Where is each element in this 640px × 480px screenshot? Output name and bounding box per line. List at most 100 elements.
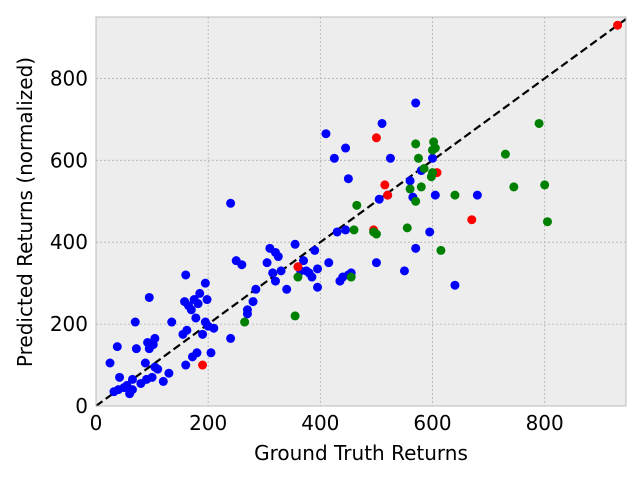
scatter-point [200, 278, 210, 288]
scatter-point [383, 190, 393, 200]
scatter-point [313, 282, 323, 292]
scatter-point [262, 258, 272, 268]
scatter-point [419, 164, 429, 174]
scatter-point [542, 217, 552, 227]
scatter-point [402, 223, 412, 233]
scatter-point [310, 245, 320, 255]
x-tick-label: 600 [413, 411, 451, 435]
scatter-point [226, 198, 236, 208]
x-tick-labels: 0 200 400 600 800 [90, 411, 564, 435]
x-tick-label: 0 [90, 411, 103, 435]
scatter-point [411, 139, 421, 149]
scatter-point [158, 376, 168, 386]
scatter-point [127, 374, 137, 384]
scatter-point [405, 184, 415, 194]
scatter-point [341, 143, 351, 153]
scatter-point [346, 272, 356, 282]
scatter-point [343, 174, 353, 184]
scatter-point [127, 385, 137, 395]
scatter-point [198, 360, 208, 370]
scatter-point [377, 118, 387, 128]
scatter-point [130, 317, 140, 327]
scatter-point [131, 344, 141, 354]
scatter-point [371, 229, 381, 239]
y-tick-label: 800 [50, 66, 88, 90]
y-tick-label: 600 [50, 148, 88, 172]
scatter-point [112, 342, 122, 352]
y-axis-title: Predicted Returns (normalized) [13, 57, 37, 367]
scatter-point [293, 262, 303, 272]
data-points [105, 20, 623, 399]
scatter-point [341, 225, 351, 235]
scatter-point [192, 348, 202, 358]
scatter-point [144, 292, 154, 302]
identity-reference-line [95, 18, 627, 407]
scatter-point [467, 215, 477, 225]
scatter-point [371, 133, 381, 143]
scatter-point [186, 305, 196, 315]
scatter-point [290, 311, 300, 321]
x-axis-title: Ground Truth Returns [254, 441, 468, 465]
scatter-point [164, 368, 174, 378]
scatter-point [430, 143, 440, 153]
scatter-point [299, 256, 309, 266]
scatter-point [324, 258, 334, 268]
scatter-point [242, 309, 252, 319]
scatter-point [140, 358, 150, 368]
scatter-point [195, 288, 205, 298]
scatter-point [329, 153, 339, 163]
y-tick-label: 400 [50, 230, 88, 254]
scatter-point [202, 295, 212, 305]
scatter-point [321, 129, 331, 139]
scatter-point [248, 297, 258, 307]
y-tick-label: 200 [50, 312, 88, 336]
scatter-point [240, 317, 250, 327]
scatter-point [181, 360, 191, 370]
scatter-point [150, 333, 160, 343]
scatter-point [115, 372, 125, 382]
scatter-point [413, 153, 423, 163]
x-tick-label: 200 [189, 411, 227, 435]
scatter-point [472, 190, 482, 200]
scatter-point [251, 284, 261, 294]
scatter-point [450, 190, 460, 200]
scatter-point [428, 153, 438, 163]
scatter-point [416, 182, 426, 192]
scatter-point [352, 200, 362, 210]
scatter-point [209, 323, 219, 333]
scatter-point [613, 20, 623, 30]
scatter-point [290, 239, 300, 249]
y-tick-labels: 0 200 400 600 800 [50, 66, 88, 418]
scatter-point [293, 272, 303, 282]
scatter-point [206, 348, 216, 358]
scatter-point [226, 333, 236, 343]
x-tick-label: 400 [301, 411, 339, 435]
scatter-point [193, 299, 203, 309]
scatter-point [399, 266, 409, 276]
scatter-point [276, 266, 286, 276]
scatter-point [307, 272, 317, 282]
plot-frame [95, 16, 627, 407]
scatter-point [436, 245, 446, 255]
scatter-point [273, 252, 283, 262]
scatter-point [268, 268, 278, 278]
scatter-point [430, 190, 440, 200]
scatter-point [380, 180, 390, 190]
scatter-point [509, 182, 519, 192]
scatter-point [313, 264, 323, 274]
scatter-point [153, 364, 163, 374]
scatter-point [540, 180, 550, 190]
scatter-point [147, 372, 157, 382]
scatter-point [450, 280, 460, 290]
scatter-point [181, 270, 191, 280]
scatter-point [349, 225, 359, 235]
x-tick-label: 800 [526, 411, 564, 435]
y-tick-label: 0 [75, 394, 88, 418]
scatter-point [374, 194, 384, 204]
scatter-point [534, 118, 544, 128]
scatter-point [270, 276, 280, 286]
scatter-point [425, 227, 435, 237]
scatter-point [198, 329, 208, 339]
scatter-point [411, 98, 421, 108]
scatter-point [411, 196, 421, 206]
